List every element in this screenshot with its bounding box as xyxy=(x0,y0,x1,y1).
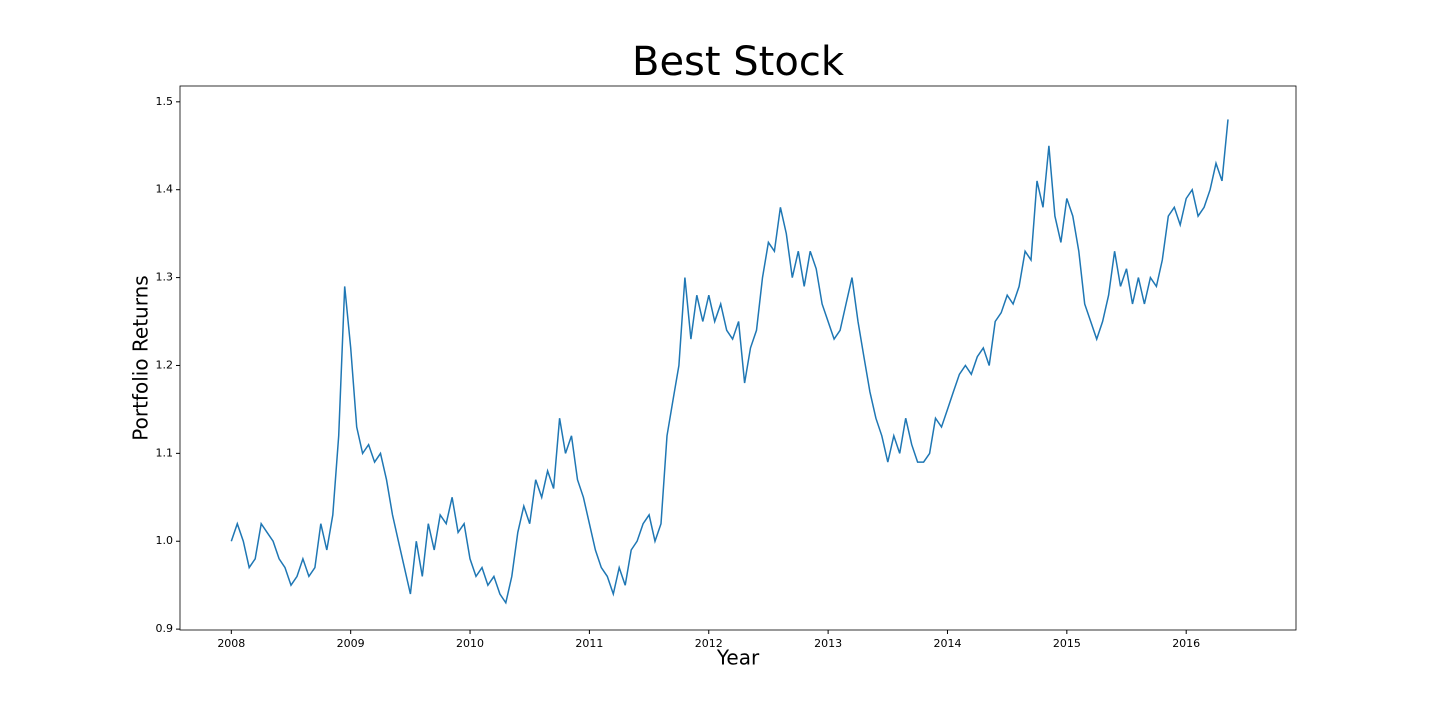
x-axis-label: Year xyxy=(716,646,760,670)
y-tick-label: 1.4 xyxy=(156,183,174,196)
y-tick-label: 1.5 xyxy=(156,95,174,108)
x-tick-label: 2013 xyxy=(814,637,842,650)
x-tick-label: 2012 xyxy=(695,637,723,650)
y-tick-label: 0.9 xyxy=(156,622,174,635)
plot-frame xyxy=(179,85,1297,631)
y-tick-label: 1.2 xyxy=(156,358,174,371)
x-tick-label: 2009 xyxy=(337,637,365,650)
x-tick-label: 2015 xyxy=(1053,637,1081,650)
x-tick-label: 2008 xyxy=(217,637,245,650)
y-axis-label: Portfolio Returns xyxy=(129,275,153,440)
x-tick-label: 2014 xyxy=(933,637,961,650)
data-line xyxy=(230,119,1229,605)
x-tick-label: 2016 xyxy=(1172,637,1200,650)
chart-title: Best Stock xyxy=(632,39,845,85)
y-tick-label: 1.1 xyxy=(156,446,174,459)
y-tick-label: 1.3 xyxy=(156,271,174,284)
y-tick-label: 1.0 xyxy=(156,534,174,547)
x-tick-label: 2010 xyxy=(456,637,484,650)
x-tick-label: 2011 xyxy=(575,637,603,650)
